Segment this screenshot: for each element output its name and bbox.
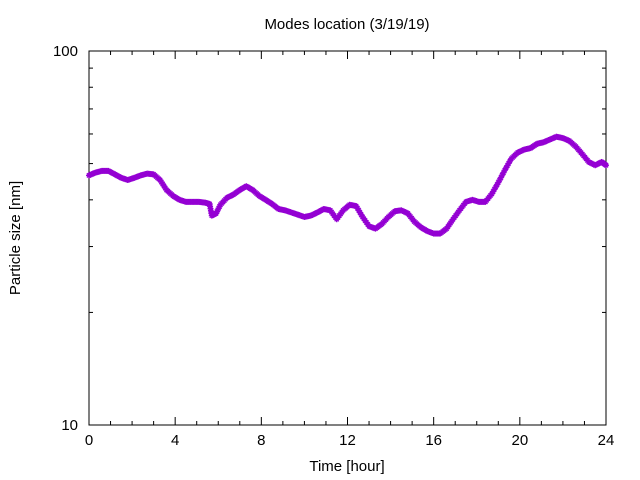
- x-tick-label: 20: [511, 432, 528, 449]
- x-tick-label: 24: [598, 432, 615, 449]
- y-tick-label: 100: [53, 43, 78, 60]
- y-tick-label: 10: [61, 417, 78, 434]
- x-axis-ticks: 0 4 8 12 16 20 24: [85, 51, 615, 449]
- x-tick-label: 0: [85, 432, 93, 449]
- x-tick-label: 16: [425, 432, 442, 449]
- plot-frame: [88, 50, 607, 426]
- data-point: [603, 162, 609, 169]
- x-tick-label: 12: [339, 432, 356, 449]
- x-axis-label: Time [hour]: [309, 458, 384, 475]
- data-point: [506, 158, 513, 165]
- chart-title: Modes location (3/19/19): [264, 16, 429, 33]
- x-tick-label: 4: [171, 432, 179, 449]
- x-tick-label: 8: [257, 432, 265, 449]
- y-axis-ticks: 10 100: [53, 43, 606, 434]
- data-points: [86, 133, 609, 237]
- y-axis-label: Particle size [nm]: [7, 181, 24, 295]
